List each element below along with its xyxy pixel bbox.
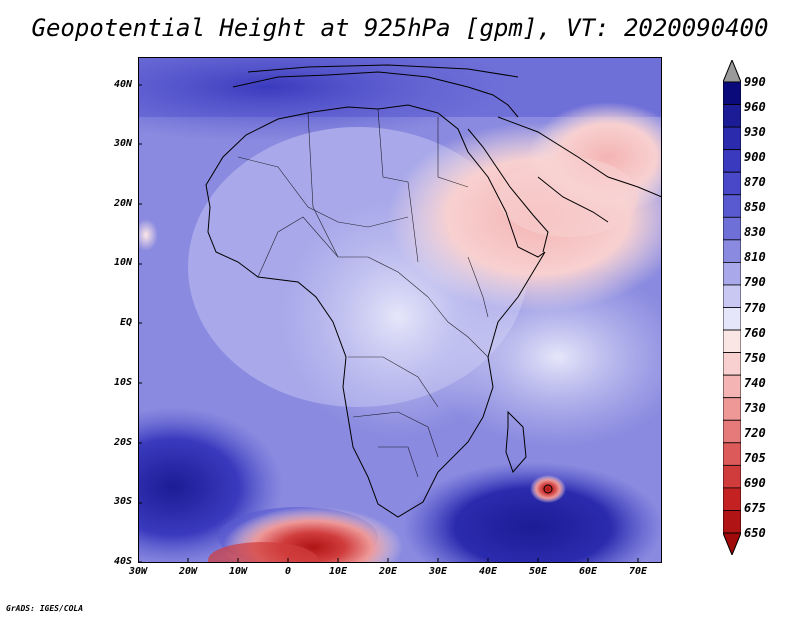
lon-label: 30E xyxy=(428,566,448,577)
colorbar-label: 760 xyxy=(744,325,766,340)
coastlines xyxy=(205,64,662,518)
colorbar-label: 830 xyxy=(744,225,766,240)
lon-label: 50E xyxy=(528,566,548,577)
lon-label: 10E xyxy=(328,566,348,577)
colorbar-label: 740 xyxy=(744,375,766,390)
colorbar-swatch xyxy=(723,149,741,173)
colorbar-label: 930 xyxy=(744,125,766,140)
lon-label: 40E xyxy=(478,566,498,577)
lat-label: 10S xyxy=(113,377,132,388)
colorbar-top-arrow xyxy=(723,60,741,83)
lon-label: 0 xyxy=(284,566,292,577)
colorbar-label: 850 xyxy=(744,200,766,215)
colorbar-swatch xyxy=(723,239,741,263)
lon-label: 20W xyxy=(178,566,198,577)
country-boundaries xyxy=(237,108,489,478)
lat-label: 20N xyxy=(113,198,132,209)
grads-credit: GrADS: IGES/COLA xyxy=(6,604,84,613)
lon-label: 30W xyxy=(128,566,148,577)
colorbar-label: 990 xyxy=(744,75,766,89)
lon-label: 10W xyxy=(228,566,248,577)
colorbar-label: 810 xyxy=(744,250,766,265)
lat-label: 30N xyxy=(113,138,132,149)
colorbar xyxy=(723,60,741,555)
colorbar-label: 770 xyxy=(744,300,766,315)
colorbar-label: 900 xyxy=(744,150,766,165)
lat-label: 10N xyxy=(113,257,132,268)
colorbar-swatch xyxy=(723,104,741,128)
colorbar-label: 870 xyxy=(744,175,766,190)
colorbar-swatch xyxy=(723,216,741,241)
colorbar-swatch xyxy=(723,397,741,421)
colorbar-label: 790 xyxy=(744,275,766,290)
colorbar-swatch xyxy=(723,374,741,399)
colorbar-swatch xyxy=(723,81,741,105)
colorbar-swatch xyxy=(723,284,741,308)
colorbar-label: 960 xyxy=(744,100,766,115)
colorbar-swatch xyxy=(723,261,741,286)
colorbar-swatch xyxy=(723,194,741,218)
map-frame xyxy=(138,57,662,563)
colorbar-swatch xyxy=(723,442,741,466)
lon-label: 20E xyxy=(378,566,398,577)
colorbar-label: 730 xyxy=(744,400,766,415)
colorbar-swatch xyxy=(723,487,741,511)
colorbar-swatch xyxy=(723,307,741,331)
colorbar-swatch xyxy=(723,329,741,353)
lon-label: 60E xyxy=(578,566,598,577)
colorbar-label: 750 xyxy=(744,350,766,365)
colorbar-swatch xyxy=(723,126,741,151)
colorbar-label: 650 xyxy=(744,526,766,540)
lat-label: 40S xyxy=(113,556,132,567)
colorbar-bottom-arrow xyxy=(723,532,741,555)
colorbar-label: 720 xyxy=(744,425,766,440)
axis-ticks xyxy=(138,84,639,563)
colorbar-swatch xyxy=(723,352,741,376)
colorbar-swatch xyxy=(723,464,741,489)
colorbar-swatch xyxy=(723,419,741,444)
colorbar-label: 675 xyxy=(744,500,766,515)
lat-label: 40N xyxy=(113,79,132,90)
lon-label: 70E xyxy=(628,566,648,577)
colorbar-swatch xyxy=(723,171,741,196)
lat-label: 20S xyxy=(113,437,132,448)
colorbar-label: 705 xyxy=(744,450,766,465)
lat-label: 30S xyxy=(113,496,132,507)
lat-label: EQ xyxy=(119,317,132,328)
geopotential-height-map xyxy=(138,57,662,563)
colorbar-swatch xyxy=(723,510,741,534)
map-title: Geopotential Height at 925hPa [gpm], VT:… xyxy=(31,14,769,42)
colorbar-label: 690 xyxy=(744,475,766,490)
